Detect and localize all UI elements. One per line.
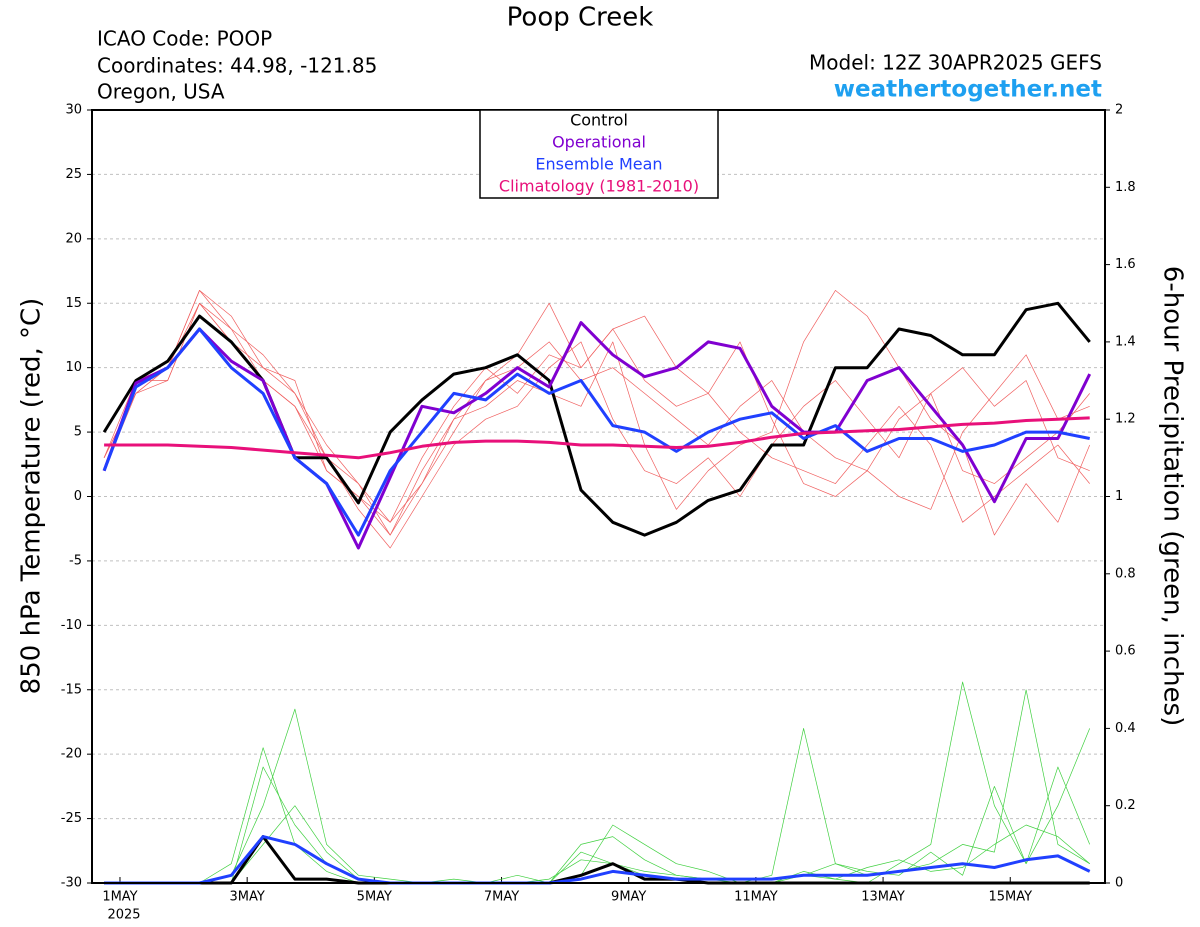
y2-tick-label: 1.8 bbox=[1115, 180, 1136, 195]
info-line: Coordinates: 44.98, -121.85 bbox=[97, 54, 377, 78]
y2-tick-label: 0 bbox=[1115, 876, 1123, 891]
legend-entry: Control bbox=[570, 111, 628, 130]
legend-entry: Climatology (1981-2010) bbox=[499, 177, 699, 196]
y2-tick-label: 0.2 bbox=[1115, 798, 1136, 813]
y-tick-label: 25 bbox=[65, 167, 82, 182]
y-tick-label: -30 bbox=[61, 876, 82, 891]
x-tick-label: 13MAY bbox=[861, 890, 905, 905]
member-line bbox=[104, 728, 1091, 884]
y2-axis-title: 6-hour Precipitation (green, inches) bbox=[1158, 266, 1188, 726]
info-line: Oregon, USA bbox=[97, 80, 225, 104]
y2-tick-label: 2 bbox=[1115, 103, 1123, 118]
y-axis-title: 850 hPa Temperature (red, °C) bbox=[17, 298, 47, 695]
x-tick-label: 7MAY bbox=[484, 890, 519, 905]
y-tick-label: 15 bbox=[65, 296, 82, 311]
x-tick-label: 5MAY bbox=[357, 890, 392, 905]
y2-tick-label: 1.4 bbox=[1115, 334, 1136, 349]
member-line bbox=[104, 689, 1090, 884]
y2-tick-label: 1.2 bbox=[1115, 412, 1136, 427]
member-line bbox=[104, 835, 1091, 885]
y-tick-label: -5 bbox=[69, 553, 82, 568]
y2-tick-label: 1.6 bbox=[1115, 257, 1136, 272]
series-line bbox=[104, 416, 1090, 460]
y-tick-label: -25 bbox=[61, 811, 82, 826]
member-line bbox=[104, 681, 1091, 884]
member-line bbox=[103, 290, 1091, 536]
y-tick-label: 20 bbox=[65, 231, 82, 246]
series-line bbox=[102, 327, 1090, 537]
y2-tick-label: 0.4 bbox=[1115, 721, 1136, 736]
member-line bbox=[104, 747, 1090, 884]
member-line bbox=[103, 302, 1090, 523]
member-line bbox=[103, 302, 1090, 523]
y-tick-label: 10 bbox=[65, 360, 82, 375]
member-line bbox=[103, 290, 1090, 549]
source-label: weathertogether.net bbox=[834, 77, 1102, 103]
series-line bbox=[102, 321, 1092, 550]
legend-box bbox=[479, 109, 719, 199]
y-tick-label: 30 bbox=[65, 103, 82, 118]
x-tick-label: 1MAY bbox=[102, 890, 137, 905]
legend-entry: Ensemble Mean bbox=[535, 155, 662, 174]
y2-tick-label: 1 bbox=[1115, 489, 1123, 504]
y-tick-label: -20 bbox=[61, 747, 82, 762]
y2-tick-label: 0.6 bbox=[1115, 644, 1136, 659]
chart-title: Poop Creek bbox=[507, 3, 654, 33]
y-tick-label: -15 bbox=[61, 682, 82, 697]
x-tick-label: 3MAY bbox=[230, 890, 265, 905]
x-tick-label: 15MAY bbox=[988, 890, 1032, 905]
x-tick-label: 9MAY bbox=[611, 890, 646, 905]
y-tick-label: -10 bbox=[61, 618, 82, 633]
y-tick-label: 5 bbox=[74, 425, 82, 440]
x-year-label: 2025 bbox=[107, 908, 140, 923]
legend-entry: Operational bbox=[552, 133, 646, 152]
y2-tick-label: 0.8 bbox=[1115, 566, 1136, 581]
info-line: ICAO Code: POOP bbox=[97, 27, 272, 51]
model-label: Model: 12Z 30APR2025 GEFS bbox=[809, 51, 1102, 75]
y-tick-label: 0 bbox=[74, 489, 82, 504]
x-tick-label: 11MAY bbox=[734, 890, 778, 905]
